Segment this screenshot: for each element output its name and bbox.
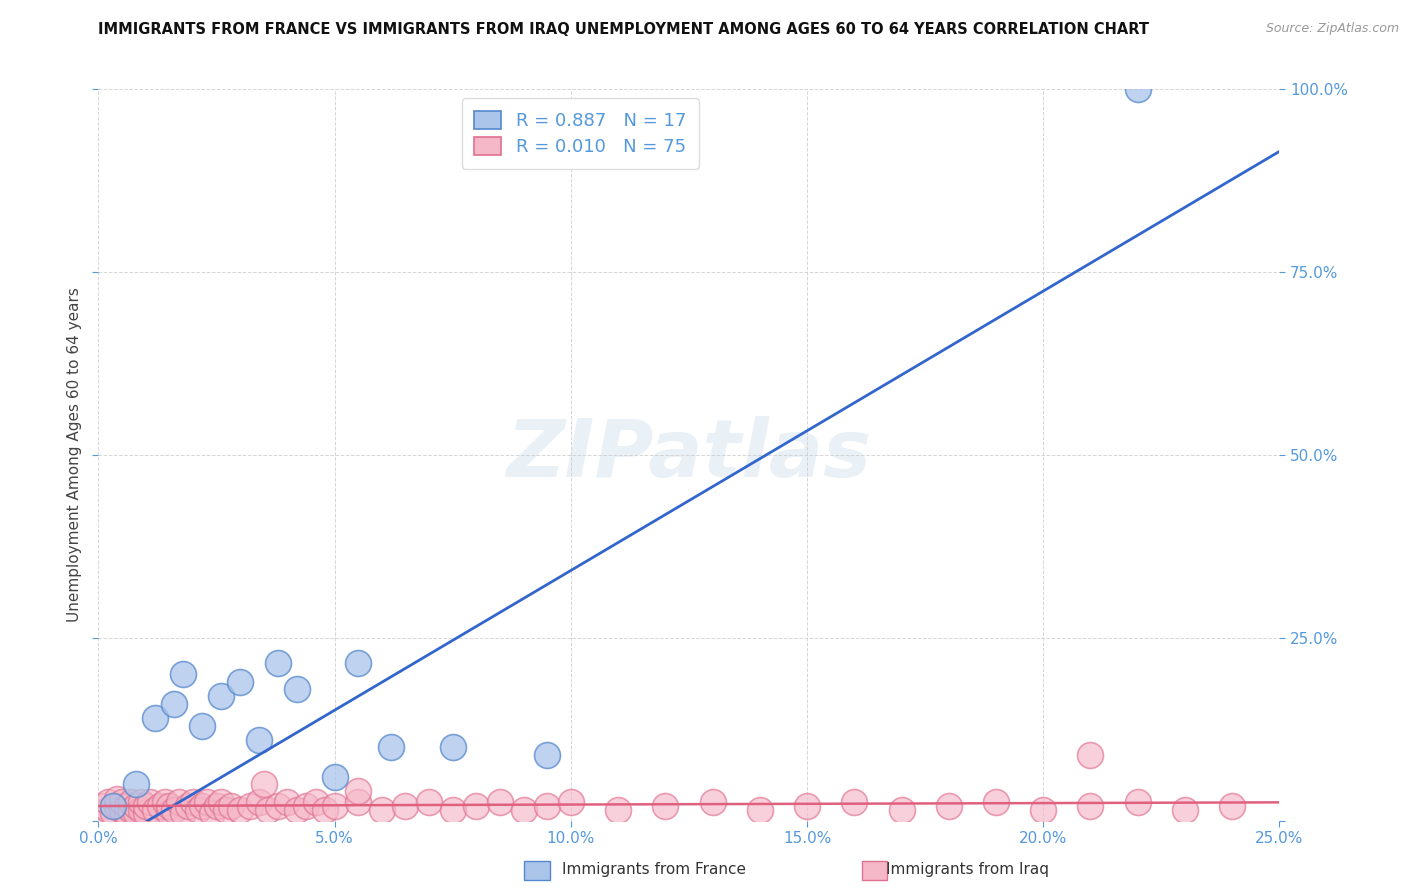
Point [285,681,308,696]
Point [323,799,346,814]
Text: Source: ZipAtlas.com: Source: ZipAtlas.com [1265,22,1399,36]
Point [219,799,242,814]
Point [209,690,232,704]
Point [247,733,270,747]
Point [139,796,162,810]
Point [143,803,166,817]
Point [177,799,200,814]
Point [91,799,114,814]
Point [796,799,818,814]
Point [347,657,370,671]
Point [844,796,866,810]
Point [125,777,148,791]
Point [201,806,224,821]
Point [172,667,194,681]
Point [1126,82,1149,96]
Point [536,799,558,814]
Point [890,803,912,817]
Point [105,791,128,805]
Point [229,674,252,689]
Point [323,770,346,784]
Point [512,803,534,817]
Point [1174,803,1197,817]
Point [267,657,290,671]
Text: Immigrants from Iraq: Immigrants from Iraq [886,863,1049,877]
Point [560,796,582,810]
Point [253,777,276,791]
Point [101,799,124,814]
Point [191,799,214,814]
Point [247,796,270,810]
Point [105,799,128,814]
Point [1032,803,1054,817]
Point [157,799,180,814]
Point [229,803,252,817]
Point [135,799,157,814]
Point [418,796,440,810]
Point [129,803,152,817]
Text: ZIPatlas: ZIPatlas [506,416,872,494]
Point [101,806,124,821]
Point [489,796,512,810]
Point [191,718,214,732]
Point [938,799,960,814]
Point [135,806,157,821]
Point [97,803,120,817]
Point [347,796,370,810]
Legend: R = 0.887   N = 17, R = 0.010   N = 75: R = 0.887 N = 17, R = 0.010 N = 75 [461,98,699,169]
Point [209,796,232,810]
Point [1080,799,1102,814]
Point [172,806,194,821]
Point [157,806,180,821]
Point [394,799,416,814]
Y-axis label: Unemployment Among Ages 60 to 64 years: Unemployment Among Ages 60 to 64 years [66,287,82,623]
Point [163,697,186,711]
Point [143,711,166,725]
Point [276,796,298,810]
Point [215,803,238,817]
Point [654,799,676,814]
Point [314,803,336,817]
Point [195,796,218,810]
Point [347,784,370,798]
Point [1220,799,1243,814]
Point [121,796,143,810]
Point [163,803,186,817]
Point [984,796,1007,810]
Point [748,803,770,817]
Point [1126,796,1149,810]
Point [465,799,488,814]
Point [267,799,290,814]
Point [115,806,138,821]
Point [285,803,308,817]
Point [111,796,134,810]
Point [371,803,394,817]
Point [441,740,464,755]
Point [111,803,134,817]
Point [239,799,262,814]
Point [115,799,138,814]
Point [125,799,148,814]
Text: Immigrants from France: Immigrants from France [562,863,747,877]
Point [607,803,630,817]
Text: IMMIGRANTS FROM FRANCE VS IMMIGRANTS FROM IRAQ UNEMPLOYMENT AMONG AGES 60 TO 64 : IMMIGRANTS FROM FRANCE VS IMMIGRANTS FRO… [98,22,1150,37]
Point [702,796,724,810]
Point [187,803,209,817]
Point [121,803,143,817]
Point [125,806,148,821]
Point [1080,747,1102,762]
Point [295,799,318,814]
Point [181,796,204,810]
Point [97,796,120,810]
Point [257,803,280,817]
Point [205,799,228,814]
Point [441,803,464,817]
Point [129,796,152,810]
Point [153,796,176,810]
Point [380,740,402,755]
Point [536,747,558,762]
Point [167,796,190,810]
Point [149,799,172,814]
Point [305,796,328,810]
